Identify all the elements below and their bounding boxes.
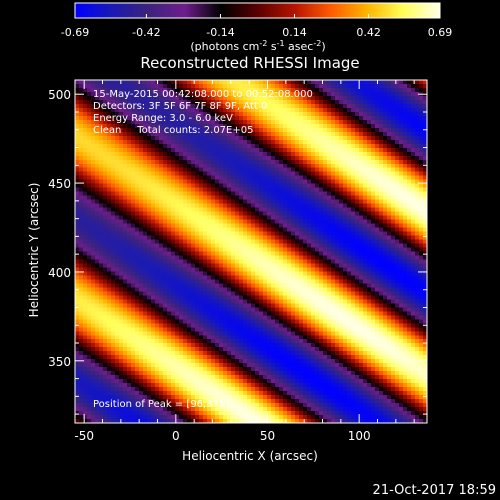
y-tick-label: 350 — [48, 355, 71, 369]
colorbar-tick-label: 0.14 — [282, 26, 307, 39]
axis-ticks — [75, 80, 427, 423]
x-tick-label: -50 — [74, 429, 94, 443]
x-axis-label: Heliocentric X (arcsec) — [182, 449, 318, 463]
annotation-block: 15-May-2015 00:42:08.000 to 00:52:08.000… — [93, 89, 313, 410]
footer-timestamp: 21-Oct-2017 18:59 — [373, 483, 496, 498]
annotation-energy: Energy Range: 3.0 - 6.0 keV — [93, 113, 233, 124]
x-tick-label: 0 — [172, 429, 180, 443]
colorbar-tick-label: 0.69 — [428, 26, 453, 39]
x-tick-label: 100 — [348, 429, 371, 443]
annotation-time-range: 15-May-2015 00:42:08.000 to 00:52:08.000 — [93, 89, 313, 100]
colorbar-tick-label: -0.69 — [61, 26, 89, 39]
heatmap-image — [75, 80, 427, 423]
colorbar-frame — [74, 2, 441, 19]
colorbar-tick-label: 0.42 — [356, 26, 381, 39]
y-tick-label: 500 — [48, 88, 71, 102]
axis-tick-labels: -50 0 50 100 350 400 450 500 — [48, 88, 371, 443]
colorbar-tick-labels: -0.69 -0.42 -0.14 0.14 0.42 0.69 — [61, 26, 452, 39]
colorbar — [75, 3, 440, 18]
colorbar-ticks — [74, 14, 441, 18]
colorbar-unit-label: (photons cm-2 s-1 asec-2) — [190, 39, 325, 53]
annotation-clean: Clean Total counts: 2.07E+05 — [93, 125, 253, 136]
colorbar-tick-label: -0.42 — [132, 26, 160, 39]
chart-title: Reconstructed RHESSI Image — [140, 54, 359, 72]
y-tick-label: 400 — [48, 266, 71, 280]
colorbar-tick-label: -0.14 — [206, 26, 234, 39]
y-axis-label: Heliocentric Y (arcsec) — [27, 183, 41, 318]
plot-frame — [74, 79, 428, 424]
annotation-peak-position: Position of Peak = [96,371] — [93, 399, 229, 410]
x-tick-label: 50 — [260, 429, 275, 443]
annotation-detectors: Detectors: 3F 5F 6F 7F 8F 9F, Att 0 — [93, 101, 267, 112]
y-tick-label: 450 — [48, 177, 71, 191]
